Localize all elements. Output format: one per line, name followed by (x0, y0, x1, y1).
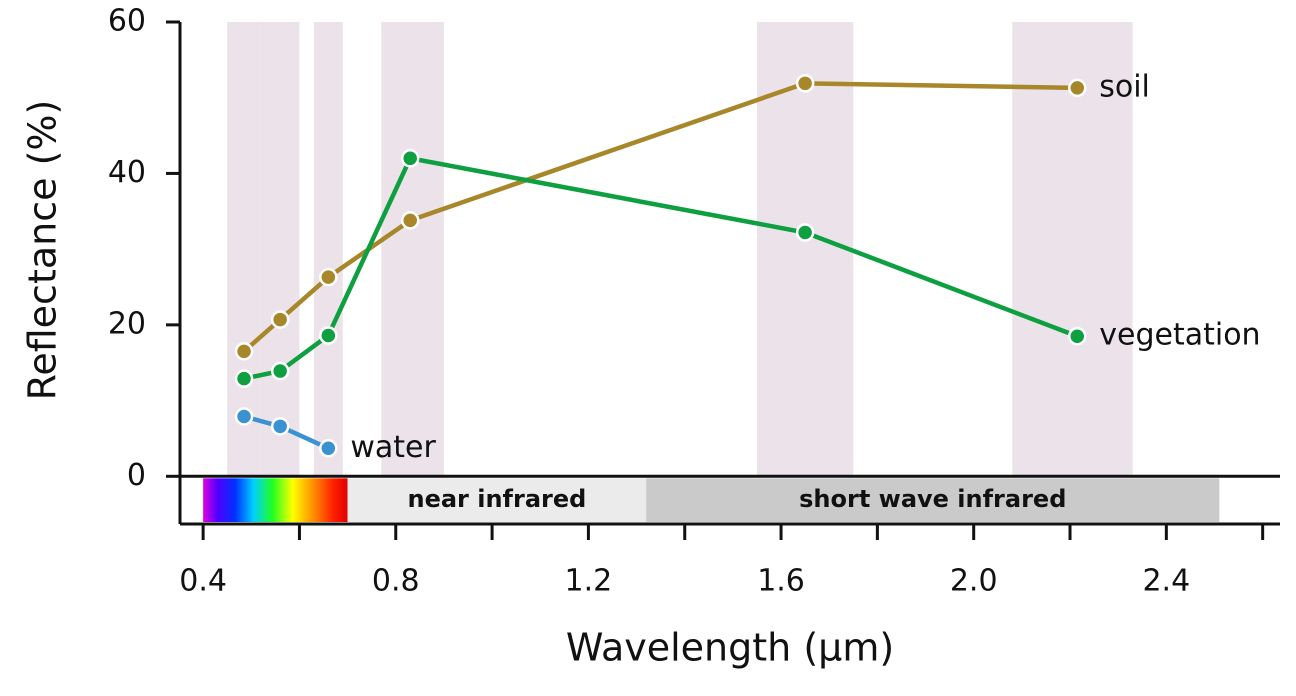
visible-spectrum (203, 478, 348, 522)
band (756, 22, 854, 477)
bands (227, 22, 1133, 477)
series-label: water (350, 430, 436, 465)
x-tick-label: 1.6 (757, 564, 805, 599)
point (270, 417, 290, 436)
y-tick-label: 20 (108, 306, 146, 341)
point (1067, 78, 1087, 98)
band (381, 22, 444, 477)
x-tick-label: 1.2 (565, 564, 613, 599)
point (234, 369, 254, 388)
series-label: vegetation (1099, 318, 1260, 353)
point (319, 439, 338, 458)
point (234, 407, 254, 426)
band (227, 22, 261, 477)
band (260, 22, 300, 477)
point (400, 211, 420, 230)
y-axis-label: Reflectance (%) (21, 100, 65, 401)
spectrum-strip: near infrared short wave infrared (203, 478, 1220, 522)
series-line (242, 81, 1078, 354)
point (319, 326, 338, 345)
point (400, 149, 420, 168)
axes: 0 20 40 60 0.4 0.8 1.2 1.6 2.0 2.4 (108, 4, 1280, 599)
region-label: short wave infrared (799, 485, 1066, 513)
region (347, 478, 647, 522)
x-tick-label: 2.4 (1142, 564, 1190, 599)
y-tick-label: 0 (127, 458, 146, 493)
point (1067, 326, 1087, 346)
series-label: soil (1099, 69, 1150, 104)
x-axis-label: Wavelength (µm) (566, 626, 894, 670)
series-line (243, 155, 1079, 381)
point (795, 74, 815, 93)
x-tick-label: 0.4 (179, 564, 227, 599)
point (234, 342, 254, 361)
point (795, 223, 815, 242)
y-tick-label: 60 (108, 4, 146, 39)
y-tick-label: 40 (108, 155, 146, 190)
data: soil vegetation water (234, 69, 1261, 465)
point (270, 310, 290, 329)
band (1012, 22, 1133, 477)
point (319, 267, 338, 287)
x-tick-label: 0.8 (372, 564, 420, 599)
x-tick-label: 2.0 (950, 564, 998, 599)
band (313, 22, 343, 477)
region (646, 478, 1220, 522)
point (270, 361, 290, 381)
region-label: near infrared (407, 485, 586, 513)
